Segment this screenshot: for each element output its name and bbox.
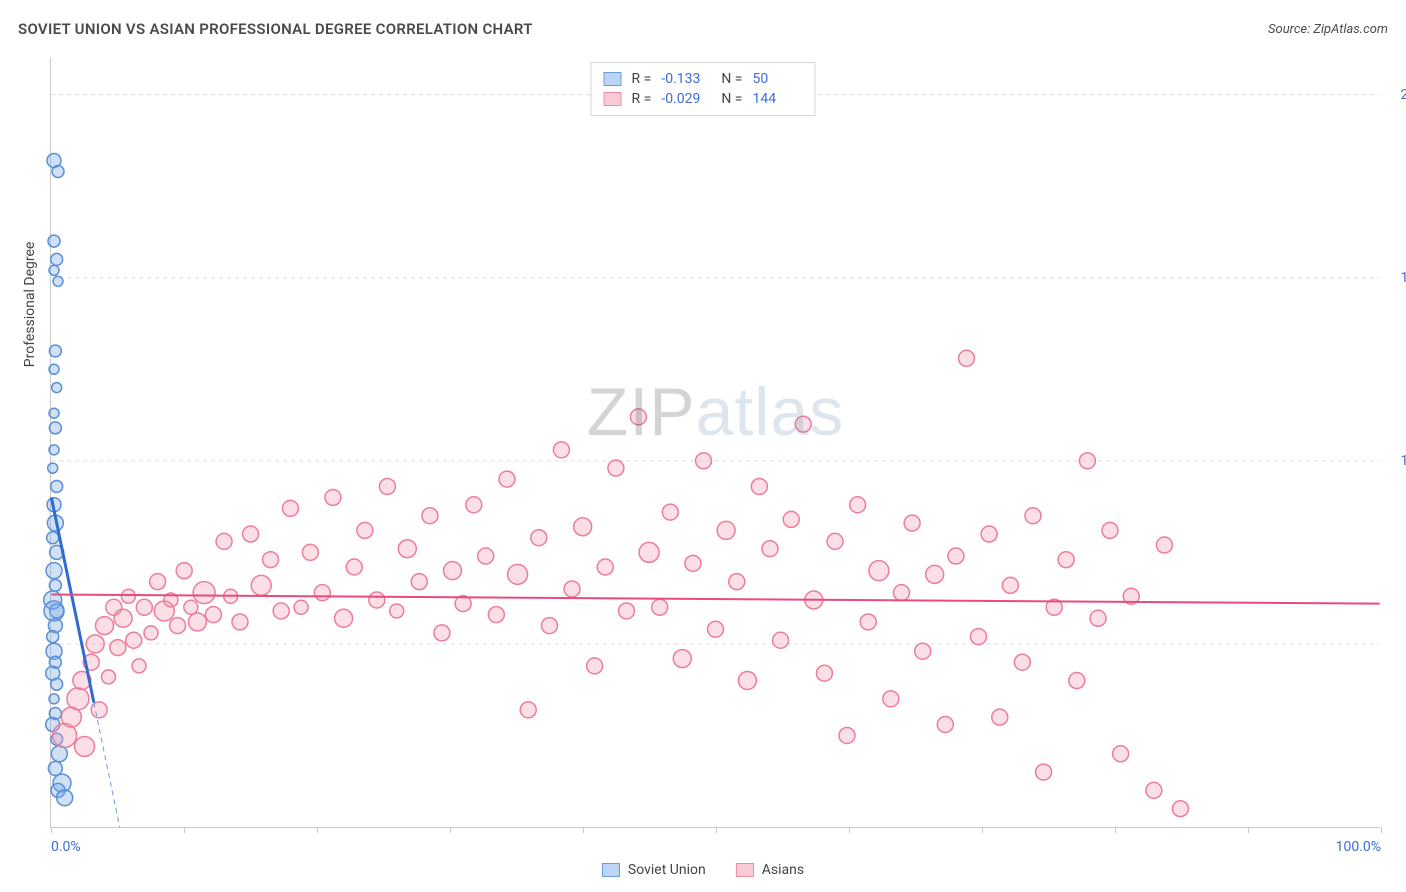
ytick-label: 10.0% (1388, 453, 1406, 469)
legend-swatch (602, 863, 620, 877)
chart-svg (51, 58, 1380, 827)
legend-top-row: R = -0.133 N = 50 (604, 69, 803, 89)
ytick-label: 20.0% (1388, 87, 1406, 103)
legend-swatch (604, 72, 622, 86)
ytick-label: 15.0% (1388, 270, 1406, 286)
source-attribution: Source: ZipAtlas.com (1268, 22, 1388, 37)
chart-title: SOVIET UNION VS ASIAN PROFESSIONAL DEGRE… (18, 20, 533, 38)
plot-area: ZIPatlas 5.0%10.0%15.0%20.0%0.0%100.0% (50, 58, 1380, 828)
legend-bottom: Soviet Union Asians (602, 862, 804, 878)
yaxis-label: Professional Degree (22, 242, 38, 368)
legend-top: R = -0.133 N = 50 R = -0.029 N = 144 (591, 62, 816, 116)
ytick-label: 5.0% (1388, 637, 1406, 653)
xtick-label: 0.0% (51, 839, 81, 855)
legend-bottom-item: Soviet Union (602, 862, 706, 878)
legend-swatch (736, 863, 754, 877)
legend-swatch (604, 92, 622, 106)
legend-bottom-item: Asians (736, 862, 804, 878)
xtick-label: 100.0% (1336, 839, 1381, 855)
legend-top-row: R = -0.029 N = 144 (604, 89, 803, 109)
